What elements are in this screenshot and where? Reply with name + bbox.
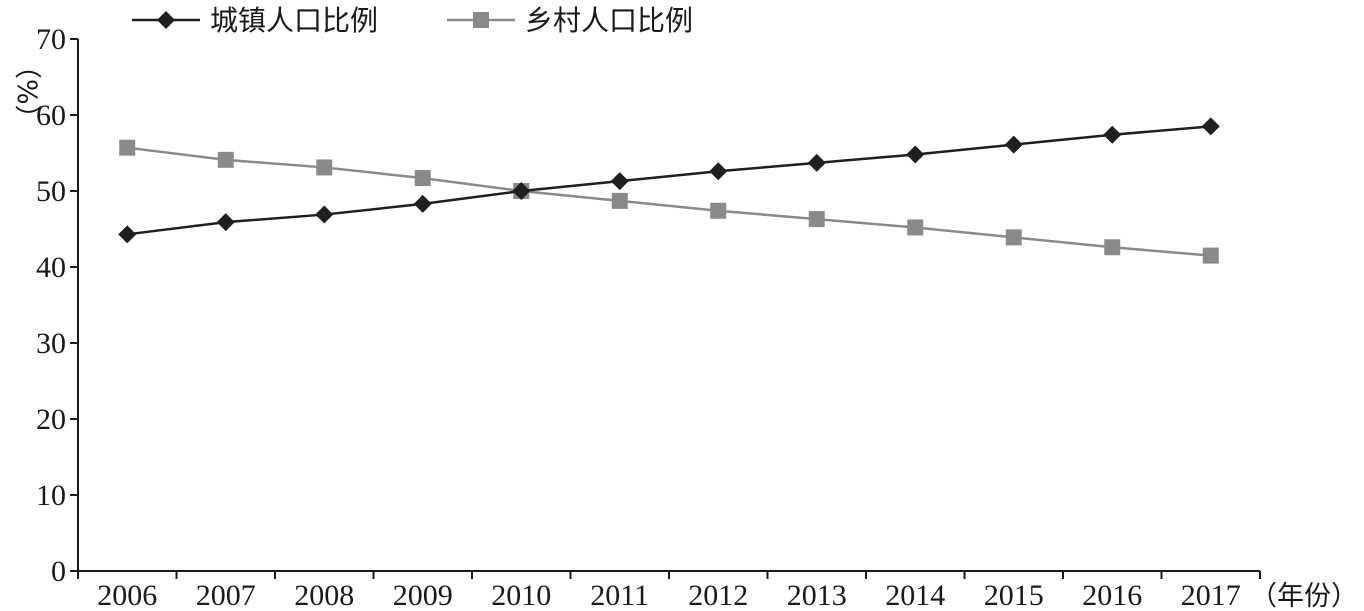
data-point: [217, 151, 234, 168]
legend-marker: [157, 11, 175, 29]
y-tick-label: 60: [36, 99, 66, 132]
data-point: [807, 153, 826, 172]
data-point: [413, 194, 432, 213]
x-tick-label: 2009: [393, 579, 453, 611]
series-urban: [118, 117, 1220, 244]
x-axis-ticks: 2006 2007 2008 2009 2010 2011 2012 2013 2014 2015…: [77, 571, 1261, 611]
series-line: [127, 125, 1211, 236]
data-point: [1005, 229, 1022, 246]
legend-label: 乡村人口比例: [525, 4, 693, 37]
y-tick-label: 10: [36, 479, 66, 512]
series-rural: [119, 139, 1219, 264]
legend-item: 城镇人口比例: [132, 4, 378, 37]
data-point: [808, 211, 825, 228]
x-tick-label: 2011: [590, 579, 649, 611]
series-layer: [118, 117, 1220, 264]
data-point: [1202, 247, 1219, 264]
data-point: [118, 225, 137, 244]
data-point: [907, 219, 924, 236]
series-line: [127, 146, 1211, 257]
x-tick-label: 2016: [1082, 579, 1142, 611]
data-point: [611, 192, 628, 209]
x-tick-label: 2006: [97, 579, 157, 611]
data-point: [1103, 125, 1122, 144]
data-point: [710, 202, 727, 219]
data-point: [216, 213, 235, 232]
y-tick-label: 40: [36, 251, 66, 284]
x-tick-label: 2014: [885, 579, 945, 611]
data-point: [709, 162, 728, 181]
data-point: [1201, 117, 1220, 136]
x-tick-label: 2017: [1181, 579, 1241, 611]
y-tick-label: 0: [51, 555, 66, 588]
y-tick-label: 70: [36, 23, 66, 56]
y-tick-label: 20: [36, 403, 66, 436]
x-tick-label: 2010: [491, 579, 551, 611]
legend-label: 城镇人口比例: [210, 4, 378, 37]
y-axis-ticks: 0 10 20 30 40 50 60 70: [36, 23, 78, 588]
data-point: [119, 139, 136, 156]
y-axis-label: （%）: [11, 52, 42, 132]
y-tick-label: 30: [36, 327, 66, 360]
data-point: [315, 205, 334, 224]
axes: [77, 39, 1260, 572]
data-point: [414, 170, 431, 187]
x-tick-label: 2013: [787, 579, 847, 611]
data-point: [1004, 135, 1023, 154]
x-tick-label: 2015: [984, 579, 1044, 611]
x-tick-label: 2008: [294, 579, 354, 611]
legend: 城镇人口比例 乡村人口比例: [132, 4, 693, 37]
data-point: [610, 172, 629, 191]
data-point: [906, 145, 925, 164]
data-point: [512, 182, 531, 200]
legend-marker: [473, 12, 489, 28]
x-tick-label: 2012: [688, 579, 748, 611]
legend-item: 乡村人口比例: [447, 4, 693, 37]
x-tick-label: 2007: [196, 579, 256, 611]
x-axis-label: （年份）: [1250, 581, 1358, 611]
data-point: [1104, 239, 1121, 256]
y-tick-label: 50: [36, 175, 66, 208]
data-point: [316, 159, 333, 176]
